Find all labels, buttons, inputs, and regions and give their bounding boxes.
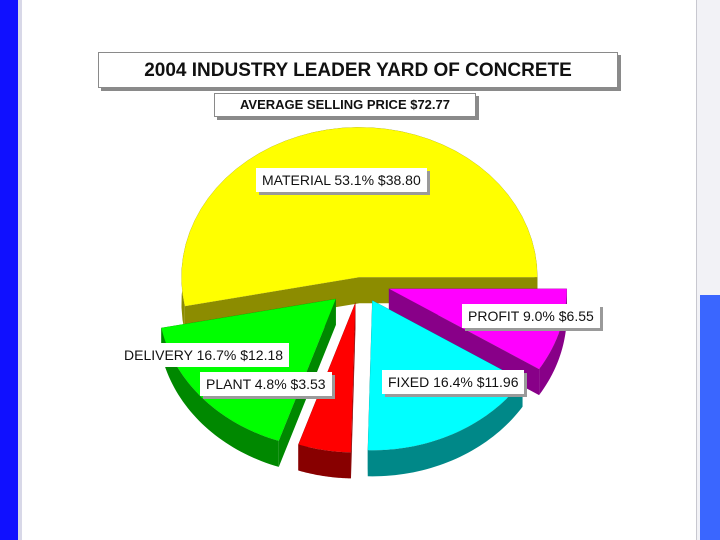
slice-label-delivery: DELIVERY 16.7% $12.18 [118,343,290,367]
chart-title: 2004 INDUSTRY LEADER YARD OF CONCRETE [98,52,618,88]
slice-side-delivery [161,327,279,467]
slice-label-fixed: FIXED 16.4% $11.96 [382,370,525,394]
slice-label-plant: PLANT 4.8% $3.53 [200,372,332,396]
frame-right-line [696,0,697,540]
slice-label-profit: PROFIT 9.0% $6.55 [462,304,600,328]
chart-subtitle: AVERAGE SELLING PRICE $72.77 [214,93,476,117]
slice-side-profit [539,288,567,396]
slice-wall-profit [388,288,567,396]
frame-left-shade [18,0,22,540]
slice-label-material: MATERIAL 53.1% $38.80 [256,168,427,192]
frame-left-bar [0,0,18,540]
frame-right-accent [700,295,720,540]
slice-side-fixed [367,380,523,477]
slice-delivery [160,298,337,467]
slice-side-plant [298,444,351,479]
